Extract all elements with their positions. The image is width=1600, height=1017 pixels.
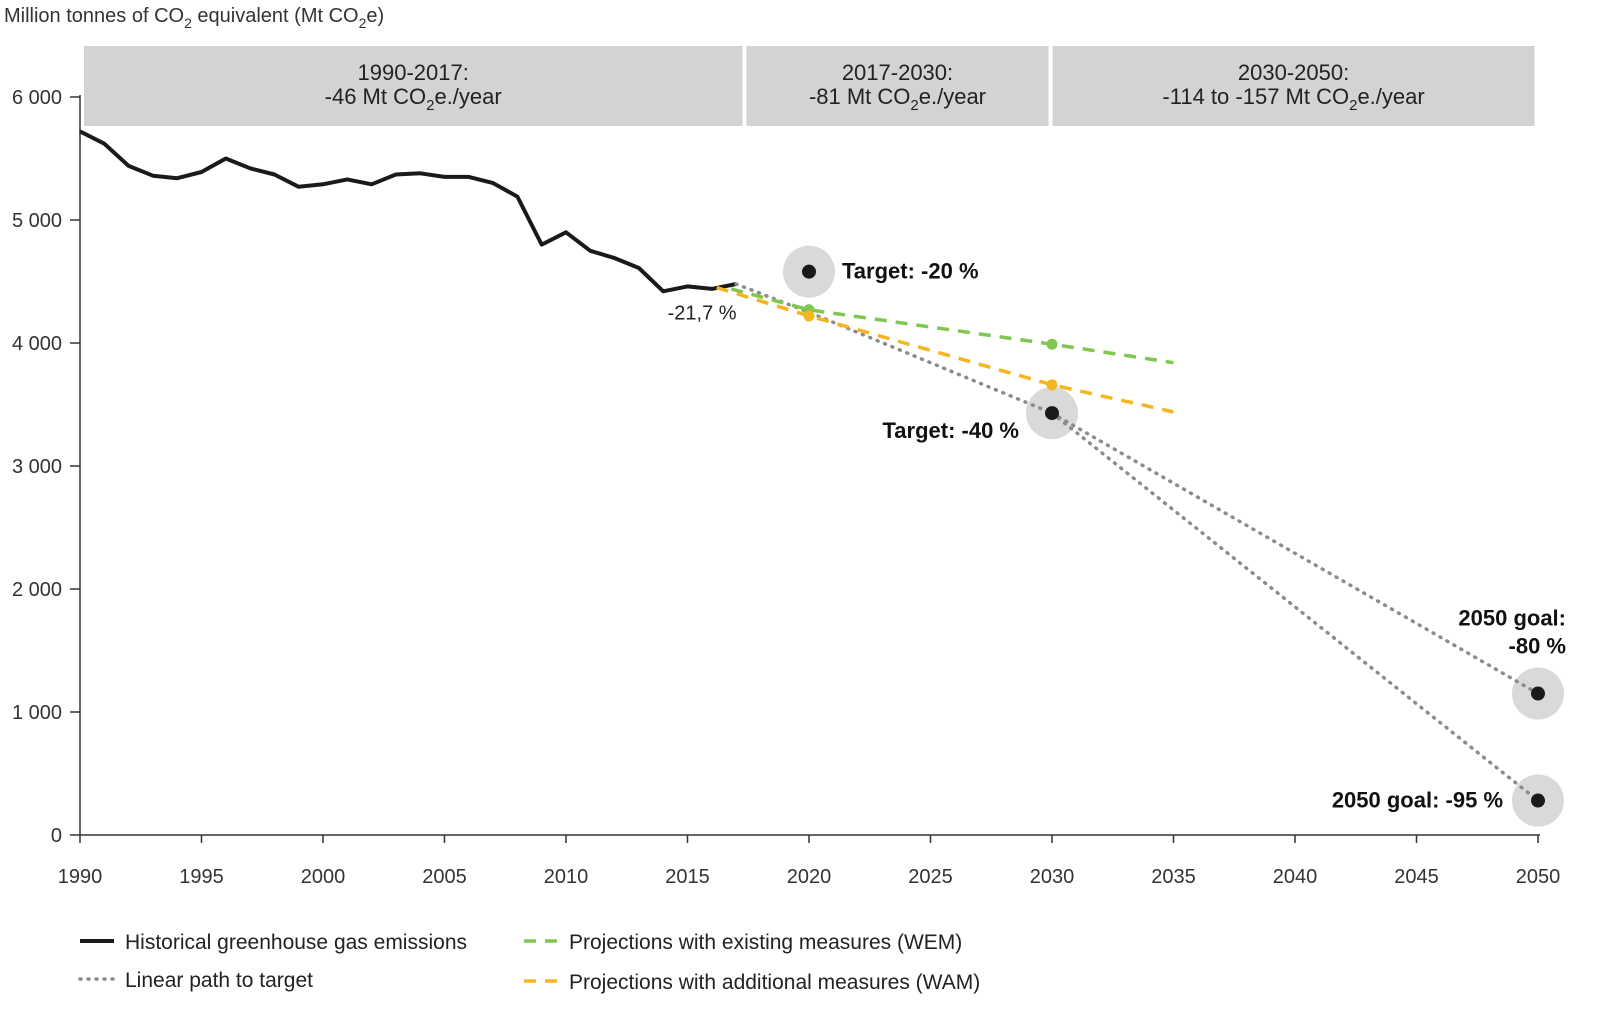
series-line-wem	[730, 287, 1174, 365]
period-rate-label: -114 to -157 Mt CO2e./year	[1162, 84, 1424, 114]
legend-label: Historical greenhouse gas emissions	[125, 931, 467, 954]
series-marker	[803, 310, 815, 322]
series	[79, 129, 1564, 827]
target-point	[802, 264, 816, 279]
x-tick-label: 2040	[1273, 866, 1318, 888]
target-label: 2050 goal: -95 %	[1332, 788, 1503, 813]
target-point	[1531, 686, 1545, 701]
y-tick-label: 0	[51, 825, 62, 847]
series-marker	[1046, 338, 1058, 350]
period-range-label: 2017-2030:	[842, 60, 953, 85]
target-point	[1045, 406, 1059, 421]
legend: Historical greenhouse gas emissions Linea…	[78, 931, 980, 994]
series-line-historical	[79, 129, 737, 294]
period-box	[84, 46, 743, 126]
y-axis-title: Million tonnes of CO2 equivalent (Mt CO2…	[4, 5, 384, 31]
x-tick-label: 2045	[1394, 866, 1439, 888]
target-label: -80 %	[1509, 634, 1566, 659]
x-tick-label: 1990	[58, 866, 103, 888]
target-label: Target: -40 %	[882, 418, 1019, 443]
axes: 1990 1995 2000 2005 2010 2015 2020 2025 2030 2035…	[12, 87, 1560, 888]
series-line-wam	[716, 285, 1174, 414]
x-tick-label: 2050	[1516, 866, 1561, 888]
data-annotation: -21,7 %	[668, 302, 737, 324]
x-tick-label: 2020	[787, 866, 832, 888]
y-tick-label: 2 000	[12, 579, 62, 601]
x-tick-label: 2025	[908, 866, 953, 888]
target-label: Target: -20 %	[842, 259, 979, 284]
y-tick-label: 4 000	[12, 333, 62, 355]
series-line-linear-path	[1050, 411, 1540, 696]
x-tick-label: 2005	[422, 866, 467, 888]
x-tick-label: 1995	[179, 866, 224, 888]
legend-label: Projections with additional measures (WA…	[569, 971, 980, 994]
x-tick-label: 2010	[544, 866, 589, 888]
x-tick-label: 2035	[1151, 866, 1196, 888]
y-tick-label: 1 000	[12, 702, 62, 724]
period-range-label: 1990-2017:	[358, 60, 469, 85]
x-tick-label: 2015	[665, 866, 710, 888]
y-tick-label: 3 000	[12, 456, 62, 478]
targets: Target: -20 % Target: -40 % 2050 goal: -80 …	[668, 259, 1566, 813]
x-tick-label: 2000	[301, 866, 346, 888]
period-rate-label: -46 Mt CO2e./year	[325, 84, 502, 114]
target-point	[1531, 793, 1545, 808]
series-marker	[1046, 379, 1058, 391]
period-range-label: 2030-2050:	[1238, 60, 1349, 85]
period-boxes: 1990-2017:-46 Mt CO2e./year 2017-2030:-81…	[84, 46, 1535, 126]
target-label: 2050 goal:	[1458, 606, 1566, 631]
series-line-linear-path	[1050, 411, 1540, 803]
x-tick-label: 2030	[1030, 866, 1075, 888]
period-box	[746, 46, 1049, 126]
period-rate-label: -81 Mt CO2e./year	[809, 84, 986, 114]
series-line-linear-path	[734, 282, 1054, 415]
period-box	[1052, 46, 1535, 126]
legend-label: Linear path to target	[125, 969, 313, 992]
y-tick-label: 5 000	[12, 210, 62, 232]
y-tick-label: 6 000	[12, 87, 62, 109]
legend-label: Projections with existing measures (WEM)	[569, 931, 962, 954]
